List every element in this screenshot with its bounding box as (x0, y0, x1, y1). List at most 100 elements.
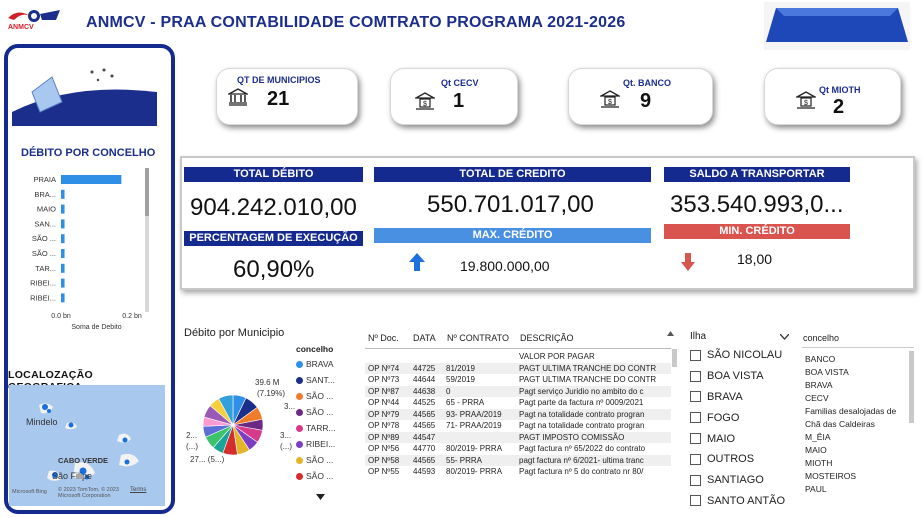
chevron-down-icon[interactable] (780, 334, 789, 340)
map-point[interactable] (42, 404, 48, 410)
pie-legend-title: concelho (296, 344, 334, 354)
checkbox[interactable] (690, 391, 701, 403)
table-row[interactable]: OP Nº44 44525 65 - PRRA Pagt parte da factu… (365, 397, 671, 409)
column-header[interactable]: Nº Doc. (368, 333, 399, 343)
table-row[interactable]: OP Nº55 44593 80/2019- PRRA Pagt factura nº… (365, 466, 671, 478)
map-point[interactable] (122, 437, 128, 443)
concelho-list-item[interactable]: BOA VISTA (805, 367, 849, 377)
map-point[interactable] (79, 467, 87, 475)
table-row[interactable]: OP Nº89 44547 PAGT IMPOSTO COMISSÃO (365, 431, 671, 443)
legend-item[interactable]: SÃO ... (296, 404, 340, 420)
ilha-checkbox-item[interactable]: SANTIAGO (690, 470, 790, 491)
concelho-list-item[interactable]: MAIO (805, 445, 827, 455)
table-cell: 81/2019 (443, 362, 516, 374)
table-cell: OP Nº79 (365, 408, 410, 420)
map-point[interactable] (52, 472, 58, 478)
map-terms-link[interactable]: Terms (130, 487, 147, 493)
legend-item[interactable]: SÃO ... (296, 468, 340, 484)
legend-item[interactable]: TARR... (296, 420, 340, 436)
legend-item[interactable]: SANT... (296, 372, 340, 388)
concelho-list-item[interactable]: PAUL (805, 484, 827, 494)
ilha-checkbox-item[interactable]: OUTROS (690, 449, 790, 470)
sort-arrow-icon[interactable] (667, 331, 674, 336)
legend-item[interactable]: SÃO ... (296, 452, 340, 468)
column-header[interactable]: DESCRIÇÃO (520, 333, 574, 343)
island-boa-vista (119, 453, 139, 467)
table-cell: OP Nº55 (365, 466, 410, 478)
concelho-slicer[interactable]: concelho BANCO BOA VISTA BRAVA CECV Familias… (800, 329, 915, 518)
table-row[interactable]: OP Nº78 44565 71- PRAA/2019 Pagt na totalid… (365, 420, 671, 432)
bar[interactable] (61, 278, 65, 288)
percentagem-value: 60,90% (233, 256, 315, 283)
column-header[interactable]: Nº CONTRATO (447, 333, 509, 343)
checkbox-label: BRAVA (707, 390, 743, 403)
legend-item[interactable]: BRAVA (296, 356, 340, 372)
concelho-list-item[interactable]: BRAVA (805, 380, 833, 390)
ilha-checkbox-item[interactable]: BOA VISTA (690, 366, 790, 387)
ilha-checkbox-item[interactable]: SANTO ANTÃO (690, 491, 790, 512)
table-scrollbar[interactable] (672, 349, 677, 367)
bar[interactable] (61, 189, 65, 199)
bar-chart-scrollbar[interactable] (145, 168, 149, 312)
concelho-list-item[interactable]: BANCO (805, 354, 836, 364)
concelho-list-item[interactable]: CECV (805, 393, 829, 403)
map-bing-logo: Microsoft Bing (12, 489, 47, 495)
table-row[interactable]: OP Nº58 44565 55- PRRA pagt factura nº 6/20… (365, 454, 671, 466)
bar[interactable] (61, 249, 65, 258)
ilha-slicer[interactable]: SÃO NICOLAU BOA VISTA BRAVA FOGO MAIO OUTROS S… (690, 345, 790, 511)
checkbox[interactable] (690, 433, 701, 445)
legend-dot-icon (296, 360, 303, 368)
geographic-map[interactable] (9, 385, 165, 506)
concelho-list-item[interactable]: MOSTEIROS (805, 471, 857, 481)
bar-label: PRAIA (33, 175, 56, 184)
ilha-checkbox-item[interactable]: FOGO (690, 407, 790, 428)
checkbox[interactable] (690, 495, 701, 507)
checkbox[interactable] (690, 412, 701, 424)
table-row[interactable]: OP Nº87 44638 0 Pagt serviço Juridio no amb… (365, 385, 671, 397)
map-point[interactable] (47, 409, 51, 413)
bar[interactable] (61, 219, 65, 229)
bar-label: RIBEI... (30, 293, 56, 302)
table-row[interactable]: OP Nº73 44644 59/2019 PAGT ULTIMA TRANCHE D… (365, 374, 671, 386)
concelho-list-item[interactable]: Familias desalojadas de (805, 406, 897, 416)
checkbox[interactable] (690, 453, 701, 465)
concelho-list[interactable]: BANCO BOA VISTA BRAVA CECV Familias desaloja… (802, 353, 908, 496)
table-row[interactable]: OP Nº79 44565 93- PRAA/2019 Pagt na totalid… (365, 408, 671, 420)
sidebar-banner-image (12, 52, 157, 126)
legend-item[interactable]: RIBEI... (296, 436, 340, 452)
bar[interactable] (61, 263, 65, 273)
table-cell: 44593 (410, 466, 443, 478)
bar[interactable] (61, 175, 122, 184)
transactions-table[interactable]: Nº Doc. DATA Nº CONTRATO DESCRIÇÃO VALOR… (362, 327, 679, 516)
concelho-scrollbar[interactable] (909, 351, 914, 423)
map-point[interactable] (124, 459, 130, 465)
legend-item[interactable]: SÃO ... (296, 388, 340, 404)
bar[interactable] (61, 234, 65, 244)
debito-por-concelho-chart[interactable]: PRAIA BRA... MAIO SAN... SÃO ... SÃO ... TAR..… (14, 166, 162, 334)
checkbox[interactable] (690, 349, 701, 361)
bar-chart-scroll-thumb[interactable] (145, 168, 149, 216)
table-row[interactable]: OP Nº56 44770 80/2019- PRRA Pagt factura nº… (365, 443, 671, 455)
bar[interactable] (61, 293, 65, 303)
ilha-checkbox-item[interactable]: MAIO (690, 428, 790, 449)
table-row[interactable]: VALOR POR PAGAR (365, 351, 671, 363)
ilha-checkbox-item[interactable]: SÃO NICOLAU (690, 345, 790, 366)
legend-label: BRAVA (306, 359, 334, 369)
kpi-value: 9 (640, 90, 652, 112)
concelho-list-item[interactable]: M_ÊIA (805, 432, 831, 442)
concelho-list-item[interactable]: Chã das Caldeiras (805, 419, 875, 429)
debito-por-municipio-chart[interactable] (181, 341, 296, 471)
table-row[interactable]: OP Nº74 44725 81/2019 PAGT ULTIMA TRANCHE D… (365, 362, 671, 374)
map-point[interactable] (84, 474, 90, 480)
concelho-list-item[interactable]: MIOTH (805, 458, 833, 468)
ilha-checkbox-item[interactable]: BRAVA (690, 387, 790, 408)
map-point[interactable] (68, 422, 74, 428)
map-label-sao-filipe: São Filipe (52, 471, 93, 481)
x-tick-label: 0.0 bn (51, 313, 71, 320)
legend-scroll-down-icon[interactable] (316, 494, 325, 500)
bar[interactable] (61, 204, 65, 214)
checkbox[interactable] (690, 474, 701, 486)
checkbox[interactable] (690, 370, 701, 382)
pie-slice[interactable] (218, 394, 234, 426)
column-header[interactable]: DATA (413, 333, 436, 343)
